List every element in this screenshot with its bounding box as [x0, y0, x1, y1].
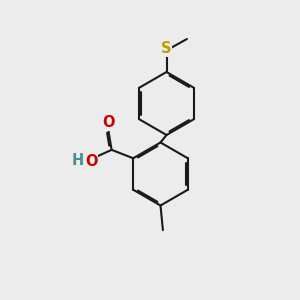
Text: H: H — [71, 153, 83, 168]
Text: O: O — [102, 116, 114, 130]
Text: S: S — [161, 41, 172, 56]
Text: O: O — [85, 154, 98, 169]
